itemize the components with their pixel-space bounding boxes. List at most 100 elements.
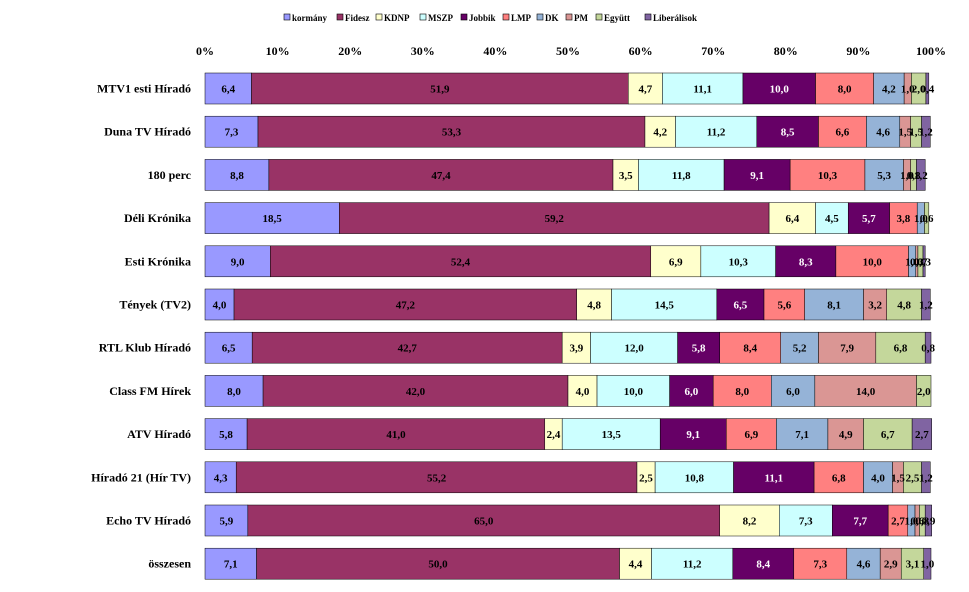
data-label-kormany: 8,8 [230,170,244,182]
x-tick-label: 100% [916,44,946,58]
bar-segment-dk [780,331,819,364]
data-label-jobbik: 7,7 [853,516,867,528]
x-tick-label: 20% [338,44,362,58]
bar-segment-jobbik [669,375,714,407]
data-label-lmp: 8,0 [735,386,749,398]
bar-segment-jobbik [756,115,819,148]
data-label-egyutt: 0,6 [920,213,934,225]
data-label-fidesz: 53,3 [442,127,462,139]
bar-segment-lmp [835,245,909,278]
data-label-fidesz: 51,9 [430,84,450,96]
data-label-lmp: 7,3 [813,559,827,571]
data-label-egyutt: 2,5 [906,472,920,484]
x-tick-label: 60% [629,44,653,58]
bar-segment-liberalisok [925,72,930,105]
legend-swatch-lmp [502,13,510,21]
data-label-egyutt: 3,1 [906,559,920,571]
bar-segment-jobbik [732,547,795,580]
bar-segment-mszp [651,547,734,580]
data-label-pm: 0,3 [910,256,924,268]
data-label-jobbik: 6,0 [685,386,699,398]
bar-segment-jobbik [677,331,720,364]
x-tick-label: 0% [196,44,214,58]
x-tick-label: 30% [411,44,435,58]
data-label-pm: 14,0 [856,386,876,398]
data-label-fidesz: 47,4 [431,170,451,182]
x-tick-label: 80% [774,44,798,58]
data-label-kdnp: 3,5 [619,170,633,182]
data-label-egyutt: 0,8 [907,170,921,182]
bar-segment-mszp [815,202,849,234]
category-label: Esti Krónika [125,254,191,268]
data-label-lmp: 6,9 [744,429,758,441]
data-label-liberalisok: 1,2 [919,300,933,312]
data-label-egyutt: 1,5 [909,127,923,139]
data-label-fidesz: 42,0 [406,386,426,398]
legend-label-dk: DK [545,13,559,23]
legend-label-mszp: MSZP [428,13,454,23]
data-label-kdnp: 4,7 [638,84,652,96]
bar-segment-kormany [204,72,252,105]
legend-swatch-kormany [283,13,291,21]
legend-label-kdnp: KDNP [384,13,410,23]
bar-segment-liberalisok [921,288,931,321]
x-tick-label: 40% [483,44,507,58]
data-label-liberalisok: 0,4 [920,84,934,96]
bar-segment-dk [864,159,904,191]
bar-segment-dk [866,115,901,148]
bar-segment-egyutt [916,375,932,407]
bar-segment-jobbik [847,202,890,234]
data-label-lmp: 5,6 [777,300,791,312]
bar-segment-fidesz [247,504,720,537]
category-label: Class FM Hírek [109,384,191,398]
legend-label-fidesz: Fidesz [345,13,370,23]
bar-segment-kormany [204,159,270,191]
bar-segment-pm [814,375,917,407]
data-label-kdnp: 4,4 [629,559,643,571]
data-label-pm: 1,5 [891,472,905,484]
legend-label-jobbik: Jobbik [469,13,496,23]
bar-segment-kormany [204,115,259,148]
category-label: ATV Híradó [127,427,191,441]
bar-segment-lmp [815,72,874,105]
bar-segment-mszp [590,331,678,364]
bar-segment-fidesz [270,245,652,278]
bar-segment-jobbik [659,418,727,450]
bar-segment-liberalisok [923,547,932,580]
data-label-fidesz: 42,7 [398,343,418,355]
bar-segment-kdnp [619,547,652,580]
data-label-egyutt: 6,8 [894,343,908,355]
bar-segment-mszp [638,159,725,191]
data-label-mszp: 11,1 [693,84,712,96]
data-labels: 6,4 51,9 4,7 11,1 10,0 8,0 4,2 1,02,00,47,3 53,3… [213,84,936,571]
bar-segment-kormany [204,547,257,580]
bar-segment-kormany [204,331,253,364]
category-label: Echo TV Híradó [106,514,191,528]
data-label-fidesz: 52,4 [451,256,471,268]
data-label-fidesz: 47,2 [396,300,416,312]
data-label-dk: 4,6 [876,127,890,139]
category-label: 180 perc [148,168,192,182]
data-label-lmp: 10,0 [863,256,883,268]
data-label-kormany: 6,4 [221,84,235,96]
data-label-kdnp: 6,4 [785,213,799,225]
bar-segment-lmp [818,115,867,148]
data-label-kormany: 9,0 [231,256,245,268]
data-label-pm: 2,9 [884,559,898,571]
data-label-mszp: 10,8 [685,472,705,484]
data-label-dk: 4,2 [882,84,896,96]
bar-segment-kdnp [576,288,612,321]
bar-segment-fidesz [268,159,614,191]
data-label-egyutt: 0,8 [915,516,929,528]
bar-segment-dk [846,547,881,580]
bar-segment-kormany [204,418,248,450]
category-label: MTV1 esti Híradó [97,82,191,96]
bar-segment-fidesz [233,288,577,321]
data-label-jobbik: 9,1 [750,170,764,182]
data-label-lmp: 2,7 [891,516,905,528]
bar-segment-dk [771,375,816,407]
data-label-kdnp: 2,4 [547,429,561,441]
legend-label-kormany: kormány [292,13,328,23]
legend-swatch-fidesz [336,13,344,21]
